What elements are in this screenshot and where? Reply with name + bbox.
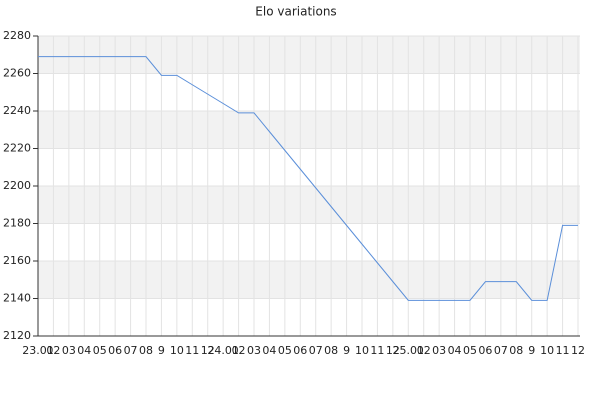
- y-tick-label: 2280: [3, 29, 31, 42]
- x-tick-label: 04: [77, 344, 91, 357]
- chart-title: Elo variations: [255, 5, 336, 19]
- x-tick-label: 04: [448, 344, 462, 357]
- y-tick-label: 2240: [3, 104, 31, 117]
- x-tick-label: 02: [232, 344, 246, 357]
- x-tick-label: 08: [139, 344, 153, 357]
- x-tick-label: 07: [124, 344, 138, 357]
- x-tick-label: 10: [355, 344, 369, 357]
- x-tick-label: 10: [170, 344, 184, 357]
- x-tick-label: 03: [62, 344, 76, 357]
- grid-band: [38, 261, 580, 299]
- x-tick-label: 11: [185, 344, 199, 357]
- x-tick-label: 06: [293, 344, 307, 357]
- x-tick-label: 12: [201, 344, 215, 357]
- x-tick-label: 05: [93, 344, 107, 357]
- line: [38, 56, 578, 301]
- x-tick-label: 05: [463, 344, 477, 357]
- x-tick-label: 9: [158, 344, 165, 357]
- x-tick-label: 11: [370, 344, 384, 357]
- x-tick-label: 10: [540, 344, 554, 357]
- x-tick-label: 05: [278, 344, 292, 357]
- x-tick-label: 03: [247, 344, 261, 357]
- y-tick-label: 2200: [3, 179, 31, 192]
- x-tick-label: 07: [309, 344, 323, 357]
- y-tick-label: 2260: [3, 67, 31, 80]
- x-tick-label: 9: [528, 344, 535, 357]
- grid-band: [38, 36, 580, 74]
- x-tick-label: 11: [556, 344, 570, 357]
- y-tick-label: 2120: [3, 329, 31, 342]
- y-tick-label: 2220: [3, 142, 31, 155]
- grid-band: [38, 186, 580, 224]
- x-tick-label: 25.01: [393, 344, 425, 357]
- x-tick-label: 03: [432, 344, 446, 357]
- y-tick-label: 2180: [3, 217, 31, 230]
- x-tick-label: 08: [324, 344, 338, 357]
- x-tick-label: 04: [262, 344, 276, 357]
- x-tick-label: 12: [571, 344, 585, 357]
- x-tick-label: 08: [509, 344, 523, 357]
- x-tick-label: 02: [417, 344, 431, 357]
- grid-band: [38, 111, 580, 149]
- x-tick-label: 06: [478, 344, 492, 357]
- x-tick-label: 06: [108, 344, 122, 357]
- x-tick-label: 02: [46, 344, 60, 357]
- y-tick-label: 2160: [3, 254, 31, 267]
- x-tick-label: 07: [494, 344, 508, 357]
- y-tick-label: 2140: [3, 292, 31, 305]
- x-tick-label: 9: [343, 344, 350, 357]
- x-tick-label: 23.01: [22, 344, 54, 357]
- x-tick-label: 24.01: [207, 344, 239, 357]
- x-tick-label: 12: [386, 344, 400, 357]
